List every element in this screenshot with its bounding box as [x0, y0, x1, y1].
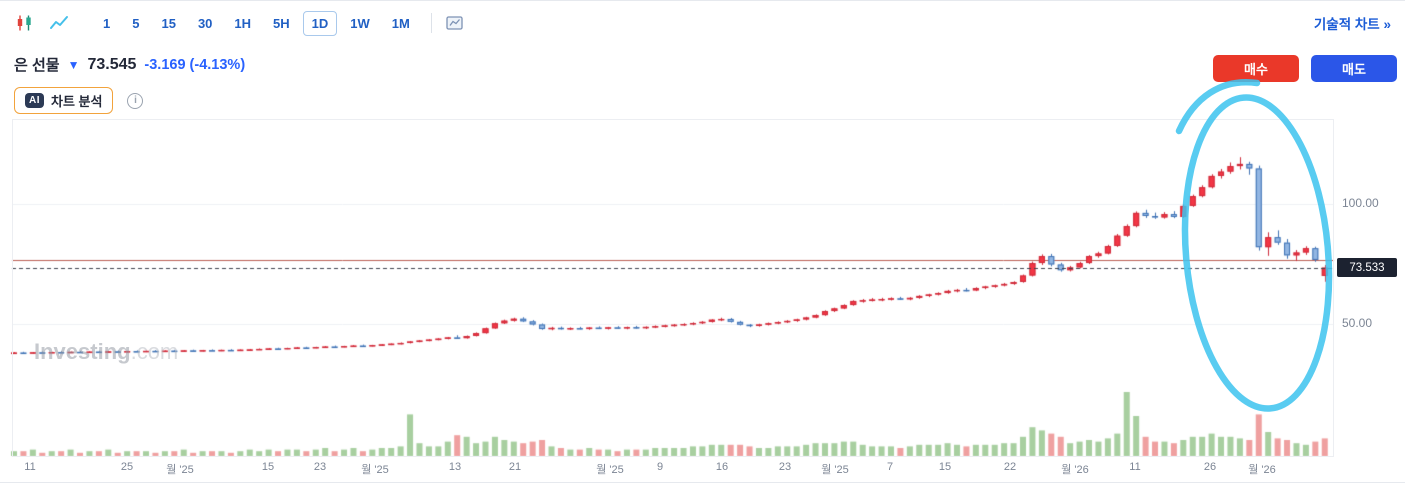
- timeframe-1[interactable]: 1: [103, 15, 111, 31]
- time-axis-label: 15: [938, 461, 952, 473]
- timeframe-1d-selected[interactable]: 1D: [302, 10, 338, 36]
- time-axis-label: 11: [24, 461, 36, 473]
- time-axis-label: 월 '26: [1061, 464, 1089, 476]
- ai-chart-analysis-label: 차트 분석: [51, 94, 103, 109]
- last-price: 73.545: [87, 55, 137, 73]
- instrument-title: 은 선물: [14, 57, 60, 74]
- ai-badge: AI: [25, 93, 44, 108]
- ai-analysis-row: AI 차트 분석 i: [14, 87, 144, 114]
- indicators-icon[interactable]: [444, 12, 466, 34]
- timeframe-1w[interactable]: 1W: [350, 15, 370, 31]
- time-axis-label: 25: [120, 461, 134, 473]
- time-axis-label: 15: [261, 461, 275, 473]
- toolbar-divider: [430, 13, 432, 33]
- time-axis: 11 25 월 '25 15 23 월 '25 13 21 월 '25 9 16 23 월 '25 7 15…: [0, 461, 1405, 481]
- time-axis-label: 23: [778, 461, 792, 473]
- time-axis-label: 13: [448, 461, 462, 473]
- info-icon[interactable]: i: [127, 92, 144, 109]
- time-axis-label: 월 '26: [1248, 464, 1276, 476]
- sell-button[interactable]: 매도: [1311, 55, 1397, 82]
- instrument-header: 은 선물 ▼ 73.545 -3.169 (-4.13%): [14, 54, 245, 75]
- time-axis-label: 월 '25: [596, 464, 624, 476]
- time-axis-label: 월 '25: [361, 464, 389, 476]
- technical-chart-link[interactable]: 기술적 차트 »: [1313, 17, 1391, 32]
- timeframe-1h[interactable]: 1H: [234, 15, 252, 31]
- buy-button[interactable]: 매수: [1213, 55, 1299, 82]
- time-axis-label: 월 '25: [166, 464, 194, 476]
- time-axis-label: 16: [715, 461, 729, 473]
- time-axis-label: 23: [313, 461, 327, 473]
- current-price-tag: 73.533: [1337, 258, 1397, 278]
- chart-type-icons: [14, 12, 70, 34]
- time-axis-label: 9: [656, 461, 664, 473]
- price-axis-label: 100.00: [1342, 196, 1379, 210]
- price-axis-label: 50.00: [1342, 316, 1373, 330]
- time-axis-label: 11: [1129, 461, 1141, 473]
- timeframe-selector: 1 5 15 30 1H 5H 1D 1W 1M: [94, 10, 419, 36]
- time-axis-label: 21: [508, 461, 522, 473]
- timeframe-15[interactable]: 15: [161, 15, 176, 31]
- line-chart-icon[interactable]: [48, 12, 70, 34]
- trade-buttons: 매수 매도: [1213, 55, 1397, 82]
- timeframe-1m[interactable]: 1M: [391, 15, 410, 31]
- timeframe-5h[interactable]: 5H: [273, 15, 290, 31]
- chart-toolbar: 1 5 15 30 1H 5H 1D 1W 1M 기술적 차트 »: [0, 1, 1405, 45]
- price-change: -3.169 (-4.13%): [144, 56, 246, 73]
- time-axis-label: 22: [1003, 461, 1017, 473]
- time-axis-label: 월 '25: [821, 464, 849, 476]
- chart-area: Investing.com 100.00 50.00 73.533 11 25 월 '…: [0, 119, 1405, 482]
- ai-chart-analysis-button[interactable]: AI 차트 분석: [14, 87, 114, 114]
- timeframe-30[interactable]: 30: [197, 15, 213, 31]
- price-chart-canvas[interactable]: [0, 119, 1405, 459]
- price-down-arrow-icon: ▼: [67, 57, 80, 72]
- candlestick-chart-icon[interactable]: [14, 12, 36, 34]
- time-axis-label: 7: [886, 461, 894, 473]
- timeframe-5[interactable]: 5: [132, 15, 140, 31]
- time-axis-label: 26: [1203, 461, 1217, 473]
